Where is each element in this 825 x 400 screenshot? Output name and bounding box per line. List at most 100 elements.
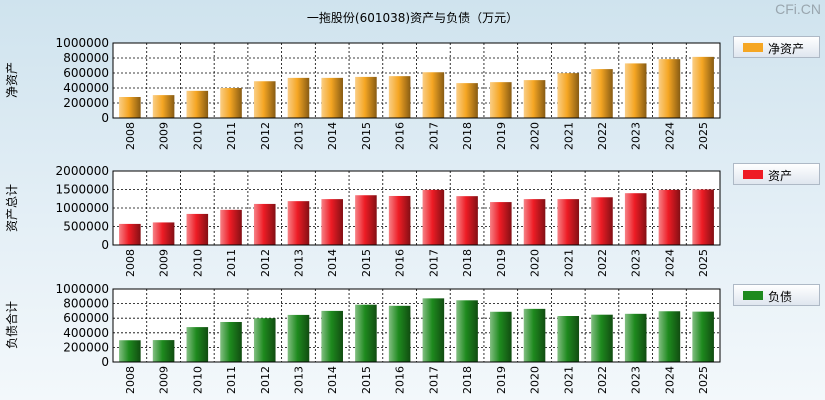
- y-tick-label: 600000: [63, 311, 109, 325]
- x-tick-label: 2018: [461, 366, 474, 394]
- bar-total-assets: [321, 199, 343, 245]
- bar-total-assets: [388, 195, 411, 245]
- bar-liabilities: [557, 316, 580, 362]
- y-tick-label: 1500000: [56, 183, 109, 197]
- bar-net-assets: [355, 76, 377, 118]
- bar-net-assets: [490, 82, 512, 118]
- bar-total-assets: [692, 189, 714, 245]
- x-tick-label: 2013: [292, 249, 305, 277]
- bar-liabilities: [186, 327, 209, 362]
- y-tick-label: 500000: [63, 220, 109, 234]
- bar-total-assets: [253, 203, 276, 245]
- bar-liabilities: [321, 310, 343, 362]
- bar-total-assets: [624, 193, 647, 245]
- bar-total-assets: [490, 202, 512, 245]
- x-tick-label: 2009: [158, 366, 171, 394]
- legend-liabilities: 负债: [733, 284, 820, 306]
- bar-total-assets: [287, 201, 310, 245]
- bar-net-assets: [591, 69, 613, 118]
- bar-liabilities: [220, 321, 242, 362]
- x-tick-label: 2012: [259, 366, 272, 394]
- x-tick-label: 2018: [461, 122, 474, 150]
- bar-liabilities: [624, 313, 647, 362]
- bar-net-assets: [456, 83, 478, 118]
- bar-net-assets: [119, 97, 141, 118]
- bar-net-assets: [287, 77, 310, 118]
- y-tick-label: 600000: [63, 66, 109, 80]
- x-tick-label: 2010: [191, 366, 204, 394]
- bar-total-assets: [355, 195, 377, 245]
- x-tick-label: 2023: [630, 249, 643, 277]
- x-tick-label: 2014: [326, 249, 339, 277]
- y-tick-label: 0: [101, 355, 109, 369]
- x-tick-label: 2013: [292, 366, 305, 394]
- x-tick-label: 2019: [495, 122, 508, 150]
- x-tick-label: 2011: [225, 366, 238, 394]
- x-tick-label: 2010: [191, 122, 204, 150]
- bar-total-assets: [186, 213, 209, 245]
- watermark-logo: CFi.CN: [775, 1, 821, 17]
- bar-liabilities: [523, 308, 546, 362]
- x-tick-label: 2017: [427, 249, 440, 277]
- x-tick-label: 2008: [124, 249, 137, 277]
- plot-frame-net-assets: [112, 42, 721, 119]
- x-tick-label: 2018: [461, 249, 474, 277]
- bar-net-assets: [422, 72, 445, 118]
- bar-net-assets: [321, 77, 343, 118]
- legend-total-assets: 资产: [733, 163, 820, 185]
- x-tick-label: 2014: [326, 122, 339, 150]
- x-tick-label: 2015: [360, 122, 373, 150]
- y-tick-label: 2000000: [56, 164, 109, 178]
- x-tick-label: 2020: [529, 249, 542, 277]
- x-tick-label: 2009: [158, 122, 171, 150]
- x-tick-label: 2024: [663, 366, 676, 394]
- legend-label-total-assets: 资产: [768, 169, 793, 183]
- y-tick-label: 200000: [63, 340, 109, 354]
- x-tick-label: 2012: [259, 249, 272, 277]
- x-tick-label: 2016: [394, 249, 407, 277]
- x-tick-label: 2013: [292, 122, 305, 150]
- x-tick-label: 2022: [596, 366, 609, 394]
- legend-swatch-liabilities: [743, 291, 763, 300]
- x-tick-label: 2022: [596, 122, 609, 150]
- x-tick-label: 2008: [124, 366, 137, 394]
- y-tick-label: 400000: [63, 81, 109, 95]
- bar-total-assets: [557, 199, 580, 245]
- bar-liabilities: [490, 311, 512, 362]
- y-tick-label: 800000: [63, 51, 109, 65]
- bar-liabilities: [388, 305, 411, 362]
- x-tick-label: 2010: [191, 249, 204, 277]
- x-tick-label: 2008: [124, 122, 137, 150]
- bar-total-assets: [658, 189, 681, 245]
- bar-total-assets: [591, 197, 613, 245]
- x-tick-label: 2024: [663, 249, 676, 277]
- bar-net-assets: [388, 76, 411, 118]
- bar-liabilities: [591, 314, 613, 362]
- y-tick-label: 400000: [63, 326, 109, 340]
- bar-net-assets: [523, 80, 546, 118]
- bar-liabilities: [355, 304, 377, 362]
- legend-net-assets: 净资产: [733, 36, 820, 58]
- legend-swatch-total-assets: [743, 170, 763, 179]
- x-tick-label: 2025: [697, 249, 710, 277]
- bar-net-assets: [152, 95, 175, 118]
- bar-net-assets: [186, 90, 209, 118]
- bar-liabilities: [253, 318, 276, 362]
- bar-liabilities: [287, 314, 310, 362]
- x-tick-label: 2021: [562, 366, 575, 394]
- y-tick-label: 1000000: [56, 36, 109, 50]
- y-tick-label: 0: [101, 111, 109, 125]
- bar-liabilities: [658, 311, 681, 362]
- plot-frame-total-assets: [112, 170, 721, 246]
- x-tick-label: 2011: [225, 249, 238, 277]
- y-tick-label: 800000: [63, 297, 109, 311]
- bar-liabilities: [152, 340, 175, 362]
- y-tick-label: 200000: [63, 96, 109, 110]
- bar-total-assets: [422, 189, 445, 245]
- x-tick-label: 2019: [495, 249, 508, 277]
- bar-total-assets: [456, 196, 478, 245]
- y-axis-label-net-assets: 净资产: [5, 62, 19, 98]
- x-tick-label: 2020: [529, 122, 542, 150]
- x-tick-label: 2017: [427, 122, 440, 150]
